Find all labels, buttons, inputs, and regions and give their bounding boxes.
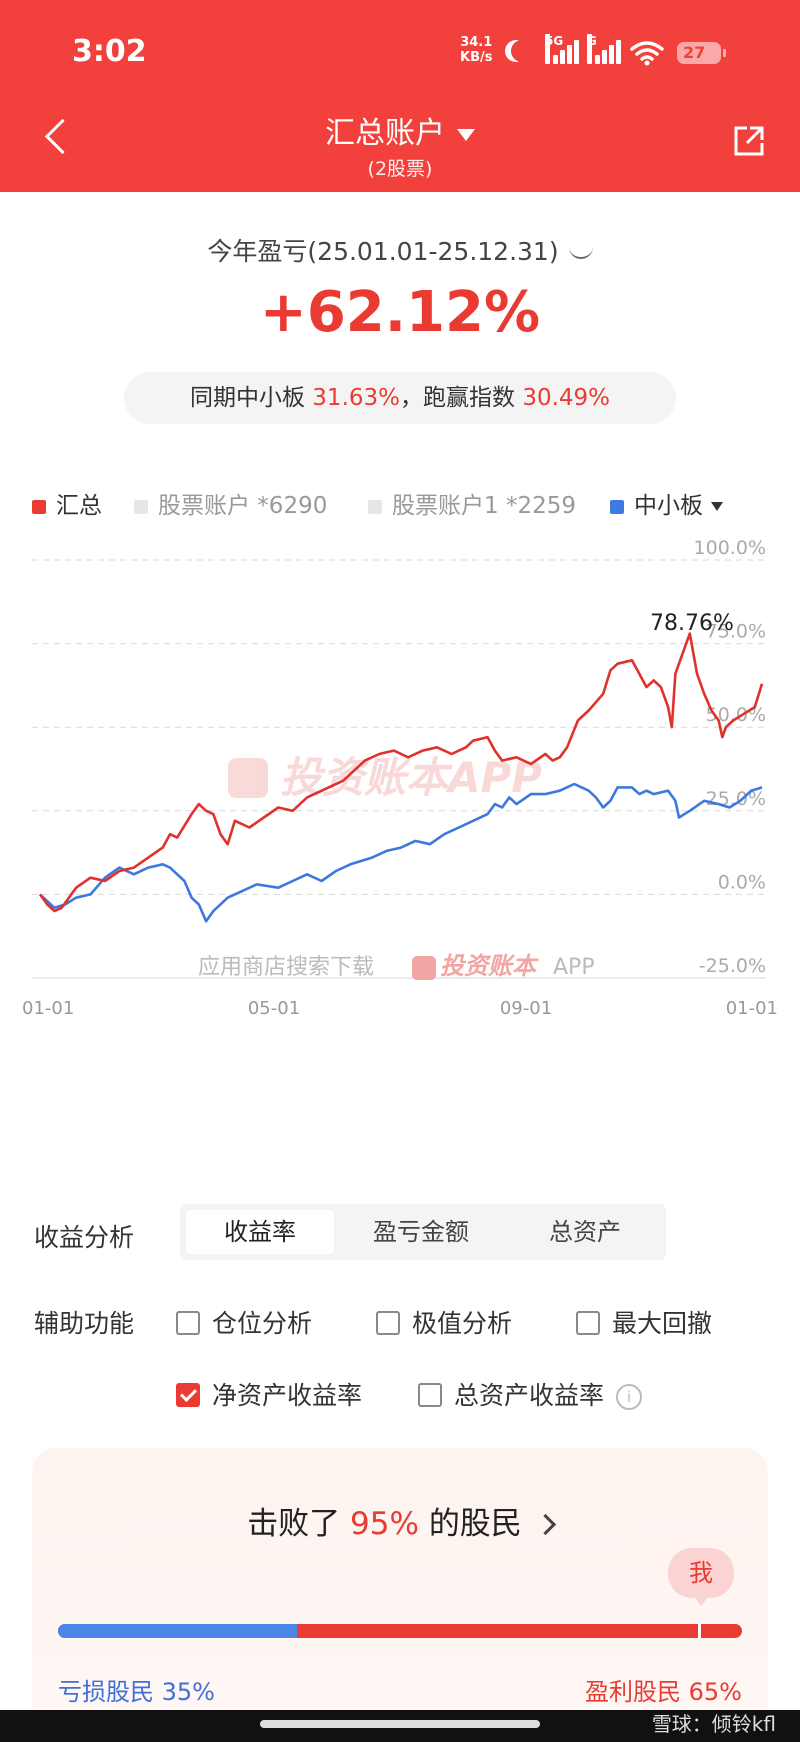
compare-prefix: 同期中小板 xyxy=(189,385,305,411)
x-tick-label: 01-01 xyxy=(726,998,778,1019)
checkbox-icon xyxy=(176,1311,200,1335)
page-subtitle: (2股票) xyxy=(367,158,433,180)
legend-item-summary[interactable]: 汇总 xyxy=(32,486,102,520)
net-speed-unit: KB/s xyxy=(460,50,493,65)
checkbox-icon xyxy=(376,1311,400,1335)
beat-pct: 95% xyxy=(350,1506,419,1542)
return-line-chart[interactable]: 100.0%75.0%50.0%25.0%0.0%-25.0% 01-01 05-… xyxy=(0,540,800,1140)
legend-item-account-6290[interactable]: 股票账户 *6290 xyxy=(134,486,327,520)
checkbox-icon xyxy=(576,1311,600,1335)
me-position-marker xyxy=(697,1624,701,1638)
x-tick-label: 09-01 xyxy=(500,998,552,1019)
dropdown-caret-icon xyxy=(711,502,723,511)
legend-item-index[interactable]: 中小板 xyxy=(610,486,723,520)
series-line-index xyxy=(39,782,763,923)
rank-distribution-bar xyxy=(58,1624,742,1638)
checkbox-label: 最大回撤 xyxy=(612,1309,713,1338)
analysis-tabs: 收益率 盈亏金额 总资产 xyxy=(180,1204,666,1260)
me-marker-bubble: 我 xyxy=(668,1548,734,1606)
hide-eye-icon[interactable] xyxy=(568,247,593,259)
series-line-summary xyxy=(38,632,764,913)
checkbox-label: 极值分析 xyxy=(412,1309,513,1338)
watermark-bottom-logo-icon xyxy=(412,956,436,980)
legend-swatch xyxy=(32,499,46,514)
watermark-main: 投资账本APP xyxy=(280,753,542,802)
period-text: 今年盈亏(25.01.01-25.12.31) xyxy=(207,237,559,266)
profit-percentage: +62.12% xyxy=(259,280,541,345)
beat-suffix: 的股民 xyxy=(428,1506,522,1542)
legend-swatch xyxy=(134,499,148,514)
compare-mid: ，跑赢指数 xyxy=(400,385,515,411)
net-speed: 34.1 KB/s xyxy=(460,35,492,65)
signal-g-icon: G xyxy=(587,34,621,64)
checkbox-max-drawdown[interactable]: 最大回撤 xyxy=(576,1304,712,1340)
account-selector[interactable]: 汇总账户 xyxy=(0,108,800,152)
tab-profit-amount[interactable]: 盈亏金额 xyxy=(373,1218,469,1246)
index-compare-pill: 同期中小板 31.63%，跑赢指数 30.49% xyxy=(124,372,676,424)
legend-label: 中小板 xyxy=(634,493,703,519)
status-time: 3:02 xyxy=(72,34,147,69)
beat-headline[interactable]: 击败了 95% 的股民 xyxy=(32,1498,768,1543)
sim1-label: 5G xyxy=(545,34,563,64)
profit-investors-label: 盈利股民 65% xyxy=(585,1678,742,1706)
legend-label: 股票账户 *6290 xyxy=(158,493,328,519)
tab-return-rate[interactable]: 收益率 xyxy=(186,1210,334,1254)
legend-swatch xyxy=(610,499,624,514)
y-tick-label: 25.0% xyxy=(706,788,766,810)
source-watermark: 雪球：倾铃kfl xyxy=(651,1712,776,1736)
sim2-label: G xyxy=(587,34,597,64)
app-header: 3:02 34.1 KB/s 5G G 27 汇总账户 (2股票) xyxy=(0,0,800,192)
watermark-bottom-suffix: APP xyxy=(553,955,595,980)
net-speed-value: 34.1 xyxy=(460,35,493,50)
loss-segment xyxy=(58,1624,298,1638)
legend-label: 汇总 xyxy=(56,493,102,519)
y-tick-label: -25.0% xyxy=(699,955,766,977)
checkbox-net-asset-return[interactable]: 净资产收益率 xyxy=(176,1376,362,1412)
y-tick-label: 0.0% xyxy=(718,871,766,893)
aux-label: 辅助功能 xyxy=(34,1309,135,1338)
battery-level: 27 xyxy=(683,43,706,62)
profit-period: 今年盈亏(25.01.01-25.12.31) xyxy=(0,232,800,268)
checkbox-total-asset-return[interactable]: 总资产收益率 i xyxy=(418,1376,643,1412)
x-tick-label: 05-01 xyxy=(248,998,300,1019)
beat-pct: 30.49% xyxy=(522,385,611,411)
watermark-logo-icon xyxy=(228,758,268,798)
checkbox-position-analysis[interactable]: 仓位分析 xyxy=(176,1304,312,1340)
signal-5g-icon: 5G xyxy=(545,34,579,64)
checkbox-label: 仓位分析 xyxy=(212,1309,313,1338)
share-button[interactable] xyxy=(732,124,766,158)
tab-total-assets[interactable]: 总资产 xyxy=(549,1218,621,1246)
chevron-right-icon xyxy=(534,1513,556,1536)
y-tick-label: 75.0% xyxy=(706,621,766,643)
home-indicator[interactable] xyxy=(260,1720,540,1728)
info-icon[interactable]: i xyxy=(616,1384,643,1410)
checkbox-label: 净资产收益率 xyxy=(212,1381,363,1410)
board-pct: 31.63% xyxy=(312,385,400,411)
watermark-bottom-brand: 投资账本 xyxy=(440,952,539,980)
checkbox-checked-icon xyxy=(176,1383,200,1407)
moon-icon xyxy=(511,40,533,62)
checkbox-icon xyxy=(418,1383,442,1407)
page-title: 汇总账户 xyxy=(325,116,445,151)
checkbox-label: 总资产收益率 xyxy=(454,1381,605,1410)
checkbox-extreme-analysis[interactable]: 极值分析 xyxy=(376,1304,512,1340)
legend-swatch xyxy=(368,499,382,514)
rank-card[interactable]: 击败了 95% 的股民 我 亏损股民 35% 盈利股民 65% xyxy=(32,1448,768,1742)
y-tick-label: 100.0% xyxy=(694,540,766,559)
loss-investors-label: 亏损股民 35% xyxy=(58,1678,215,1706)
legend-item-account-2259[interactable]: 股票账户1 *2259 xyxy=(368,486,576,520)
legend-label: 股票账户1 *2259 xyxy=(392,493,576,519)
beat-prefix: 击败了 xyxy=(247,1506,341,1542)
watermark-bottom-prefix: 应用商店搜索下载 xyxy=(198,955,374,980)
dropdown-caret-icon xyxy=(457,128,475,141)
peak-label: 78.76% xyxy=(650,611,734,636)
x-tick-label: 01-01 xyxy=(22,998,74,1019)
battery-icon: 27 xyxy=(677,42,726,64)
wifi-icon xyxy=(630,41,664,66)
analysis-label: 收益分析 xyxy=(34,1223,135,1252)
